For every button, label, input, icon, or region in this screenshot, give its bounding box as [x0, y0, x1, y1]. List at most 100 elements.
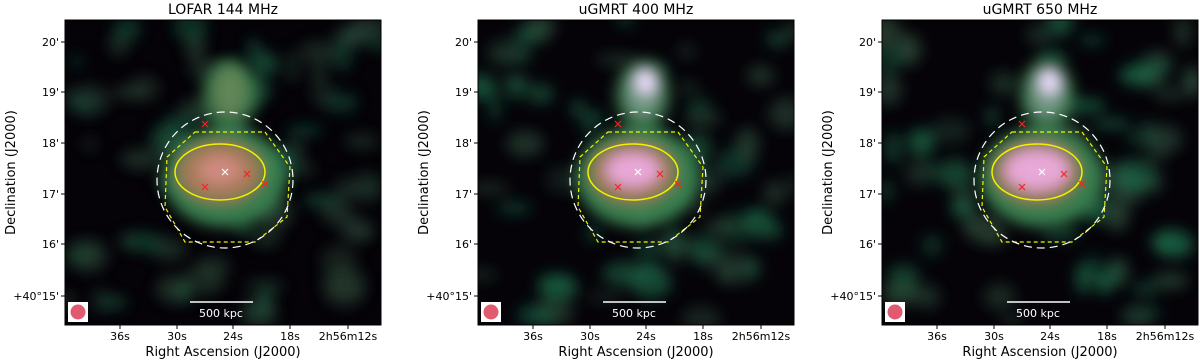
noise-blob: [952, 184, 979, 211]
noise-blob: [882, 20, 902, 50]
noise-blob: [99, 295, 128, 309]
noise-blob: [766, 221, 783, 241]
noise-blob: [1114, 158, 1158, 185]
noise-blob: [886, 264, 921, 289]
noise-blob: [882, 72, 902, 106]
x-tick-label: 30s: [167, 330, 187, 343]
noise-blob: [1147, 169, 1165, 195]
x-tick-label: 24s: [223, 330, 243, 343]
galaxy-marker: [656, 170, 664, 178]
y-tick-label: 18': [859, 137, 876, 150]
centre-marker: [1038, 168, 1046, 176]
halo: [980, 59, 1104, 227]
noise-blob: [784, 22, 794, 41]
galaxy-marker: [1078, 180, 1086, 188]
noise-blob: [571, 98, 586, 118]
frame: [881, 19, 1199, 326]
x-tick-label: 36s: [927, 330, 947, 343]
y-axis-label: Declination (J2000): [4, 110, 19, 235]
halo-core: [606, 153, 660, 187]
noise-blob: [244, 278, 286, 294]
panel: 500 kpc uGMRT 400 MHz 20' 19' 18' 17' 16' +40°1…: [417, 2, 795, 360]
y-tick-label: +40°15': [830, 290, 876, 303]
noise-blob: [527, 83, 554, 105]
beam: [483, 304, 499, 320]
panel-title: uGMRT 400 MHz: [579, 2, 694, 18]
beam: [887, 304, 903, 320]
noise-blob: [904, 158, 931, 187]
source-north-peak: [1040, 70, 1060, 94]
noise-blob: [683, 111, 723, 126]
noise-blob: [240, 297, 278, 325]
noise-blob: [907, 128, 936, 157]
noise-blob: [686, 97, 713, 116]
region-polygon: [577, 131, 704, 243]
galaxy-marker: [243, 170, 251, 178]
noise-blob: [763, 181, 786, 206]
contour: [174, 143, 266, 201]
noise-blob: [1001, 315, 1023, 325]
noise-blob: [617, 20, 634, 27]
x-tick-label: 2h56m12s: [1136, 330, 1195, 343]
noise-blob: [1132, 281, 1158, 298]
panel-title: uGMRT 650 MHz: [983, 2, 1098, 18]
noise-blob: [582, 111, 608, 122]
noise-blob: [286, 125, 323, 136]
x-tick-label: 18s: [1097, 330, 1117, 343]
noise-blob: [69, 55, 84, 68]
noise-blob: [478, 183, 510, 194]
noise-blob: [118, 232, 140, 249]
noise-blob: [311, 58, 326, 86]
noise-blob: [735, 127, 760, 162]
noise-blob: [1157, 231, 1170, 254]
noise-blob: [882, 282, 921, 306]
noise-blob: [1078, 34, 1106, 47]
noise-blob: [724, 259, 739, 281]
y-tick-label: 18': [42, 137, 59, 150]
x-axis-label: Right Ascension (J2000): [962, 345, 1117, 360]
noise-blob: [915, 284, 941, 309]
noise-blob: [596, 54, 636, 65]
noise-blob: [506, 130, 544, 157]
noise-blob: [81, 138, 99, 151]
noise-blob: [284, 140, 304, 158]
scale-bar-label: 500 kpc: [612, 307, 656, 320]
noise-blob: [298, 40, 340, 63]
panel: 500 kpc LOFAR 144 MHz 20' 19' 18' 17' 16' +40°1…: [4, 2, 382, 360]
radio-image: [65, 20, 381, 325]
galaxy-marker: [614, 183, 622, 191]
noise-blob: [784, 174, 794, 196]
r500-circle: [156, 111, 294, 249]
noise-blob: [962, 214, 1005, 242]
noise-blob: [496, 202, 533, 215]
halo: [163, 59, 287, 227]
noise-blob: [1152, 271, 1189, 290]
noise-blob: [681, 306, 721, 325]
noise-blob: [1075, 261, 1093, 295]
region-polygon: [164, 131, 291, 243]
noise-blob: [1113, 257, 1129, 284]
noise: [478, 20, 794, 325]
contour: [991, 143, 1083, 201]
noise-blob: [173, 20, 208, 43]
x-tick-label: 24s: [636, 330, 656, 343]
noise-blob: [303, 193, 340, 207]
y-tick-label: 18': [455, 137, 472, 150]
halo-core: [198, 156, 242, 184]
r500-circle: [569, 111, 707, 249]
noise-blob: [478, 74, 497, 100]
galaxy-marker: [261, 180, 269, 188]
scale-bar-label: 500 kpc: [199, 307, 243, 320]
noise-blob: [114, 20, 142, 41]
y-tick-label: 16': [859, 238, 876, 251]
noise-blob: [1114, 177, 1155, 191]
noise-blob: [765, 31, 786, 45]
contour: [587, 143, 679, 201]
halo-core: [1005, 150, 1069, 190]
noise-blob: [282, 161, 317, 178]
y-tick-label: 20': [859, 36, 876, 49]
noise-blob: [1095, 272, 1112, 295]
galaxy-marker: [614, 120, 622, 128]
